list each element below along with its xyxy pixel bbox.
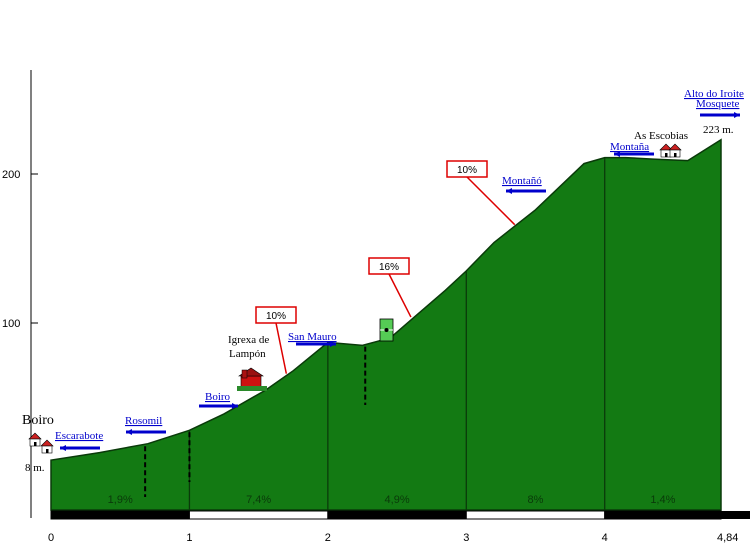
segment-grade-label: 1,9% — [108, 494, 133, 506]
start-elevation-label: 8 m. — [25, 462, 45, 474]
callout-label: 10% — [266, 311, 286, 322]
place-link: Boiro — [205, 391, 231, 403]
x-tick-label: 3 — [463, 532, 469, 544]
place-link: Mosquete — [696, 98, 740, 110]
grade-layer: 1,9% 7,4% 4,9% 8% 1,4% 10% 16% 10% — [108, 160, 676, 506]
direction-arrow-head — [60, 445, 66, 451]
house-door — [34, 442, 37, 446]
house-icon — [28, 432, 42, 447]
end-elevation-label: 223 m. — [703, 124, 734, 136]
place-link: Escarabote — [55, 430, 103, 442]
callout-box — [368, 257, 410, 275]
house-icon — [668, 143, 682, 158]
village-label: Igrexa de — [228, 334, 269, 346]
callout-label: 16% — [379, 262, 399, 273]
direction-arrow-head — [506, 188, 512, 194]
profile-area-layer — [50, 138, 722, 511]
village-label: As Escobias — [634, 130, 688, 142]
y-tick-label: 200 — [2, 169, 20, 181]
km-bar-segment — [604, 510, 722, 520]
place-link: Montañó — [502, 175, 542, 187]
direction-arrow-head — [232, 403, 238, 409]
place-link: Rosomil — [125, 415, 162, 427]
house-icon — [40, 439, 54, 454]
pitch-ball — [384, 328, 389, 332]
house-door — [665, 153, 668, 157]
callout-box — [255, 306, 297, 324]
place-link: Alto do Iroite — [684, 88, 744, 100]
place-label-layer: Escarabote Rosomil Boiro San Mauro Montañó Mo… — [22, 88, 744, 474]
callout-leader — [388, 273, 412, 318]
place-link: Montaña — [610, 141, 649, 153]
callout-leader — [275, 322, 288, 374]
segment-grade-label: 4,9% — [385, 494, 410, 506]
callout-box — [446, 160, 488, 178]
x-tick-label: 2 — [325, 532, 331, 544]
segment-grade-label: 7,4% — [246, 494, 271, 506]
km-bar-segment — [50, 510, 190, 520]
profile-area — [50, 138, 722, 511]
direction-arrow-head — [734, 112, 740, 118]
house-roof — [40, 439, 54, 447]
church-icon — [237, 367, 267, 391]
km-bar-segment — [188, 510, 329, 520]
place-link: San Mauro — [288, 331, 337, 343]
x-tick-label: 4 — [602, 532, 608, 544]
house-roof — [668, 143, 682, 151]
y-tick-label: 100 — [2, 318, 20, 330]
start-place-label: Boiro — [22, 413, 54, 428]
callout-leader — [466, 176, 516, 226]
x-tick-label: 1 — [186, 532, 192, 544]
segment-grade-label: 8% — [528, 494, 544, 506]
axis-layer: 100 200 0 1 2 3 4 4,84 — [2, 70, 750, 544]
direction-arrow-head — [330, 341, 336, 347]
house-door — [674, 153, 677, 157]
km-bar-segment — [465, 510, 606, 520]
church-ground — [237, 386, 267, 391]
km-bar-segment — [327, 510, 467, 520]
direction-arrow-head — [614, 151, 620, 157]
x-tick-label: 0 — [48, 532, 54, 544]
direction-arrow-head — [126, 429, 132, 435]
segment-grade-label: 1,4% — [650, 494, 675, 506]
house-door — [46, 449, 49, 453]
callout-label: 10% — [457, 165, 477, 176]
x-tick-label: 4,84 — [717, 532, 738, 544]
village-label: Lampón — [229, 348, 266, 360]
church-tower — [241, 369, 248, 379]
km-bar-segment — [721, 511, 750, 519]
football-field-icon — [379, 318, 394, 342]
